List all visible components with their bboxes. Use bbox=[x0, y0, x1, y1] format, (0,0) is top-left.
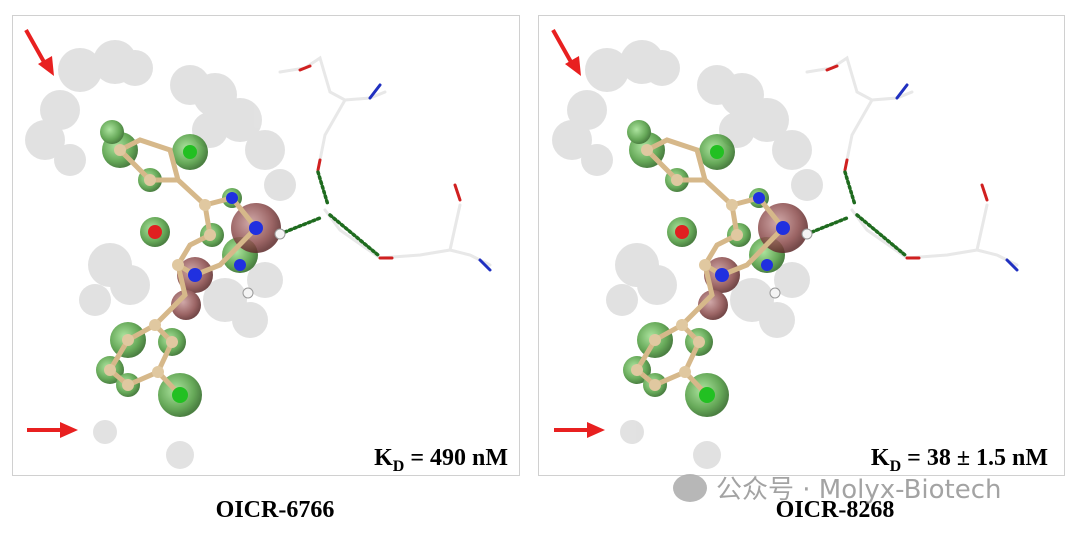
panel-right: KD = 38 ± 1.5 nM OICR-8268 bbox=[538, 15, 1065, 523]
kd-symbol: K bbox=[374, 445, 393, 471]
kd-label: KD = 38 ± 1.5 nM bbox=[871, 445, 1048, 475]
compound-label: OICR-8268 bbox=[776, 497, 895, 523]
panel-left: KD = 490 nM OICR-6766 bbox=[12, 15, 520, 523]
compound-label: OICR-6766 bbox=[216, 497, 335, 523]
kd-label: KD = 490 nM bbox=[374, 445, 508, 475]
kd-symbol: K bbox=[871, 445, 890, 471]
kd-subscript: D bbox=[890, 458, 902, 475]
kd-subscript: D bbox=[393, 458, 405, 475]
watermark: 公众号 · Molyx-Biotech bbox=[673, 474, 1002, 505]
kd-value: = 490 nM bbox=[410, 445, 508, 471]
watermark-icon bbox=[673, 474, 707, 502]
watermark-text: 公众号 · Molyx-Biotech bbox=[716, 475, 1002, 505]
kd-value: = 38 ± 1.5 nM bbox=[907, 445, 1048, 471]
